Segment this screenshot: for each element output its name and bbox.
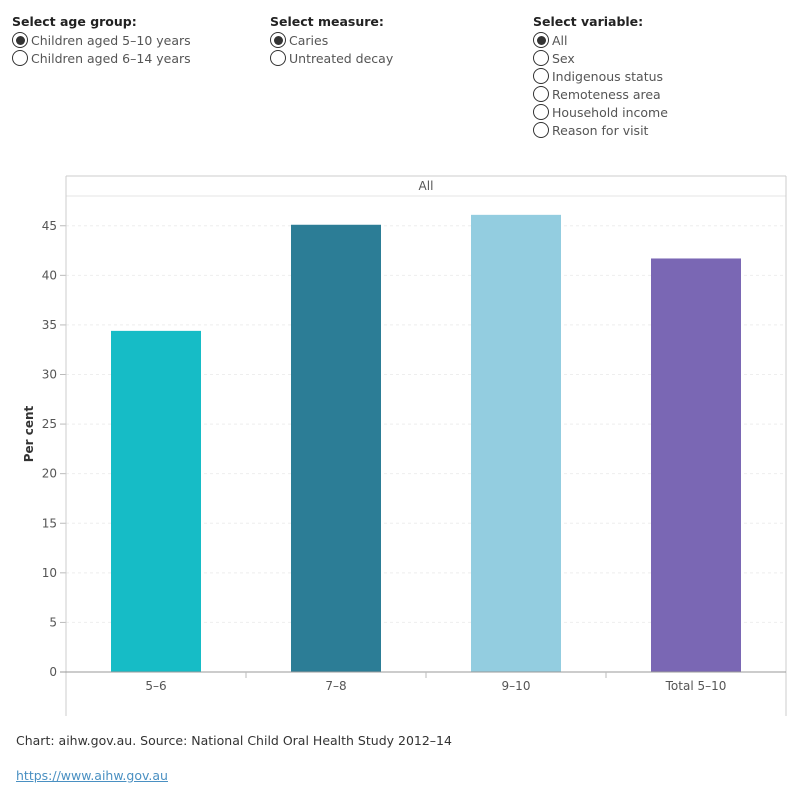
variable-option-label: All [552,32,568,48]
age-group-title: Select age group: [12,14,137,29]
measure-option-caries[interactable]: Caries [270,31,393,49]
measure-option-label: Caries [289,32,329,48]
variable-option-household-income[interactable]: Household income [533,103,668,121]
panel-title: All [419,179,434,193]
x-tick-label: 5–6 [145,679,166,693]
variable-option-reason-for-visit[interactable]: Reason for visit [533,121,668,139]
variable-option-label: Remoteness area [552,86,661,102]
y-tick-label: 40 [42,268,57,282]
bar [111,330,201,672]
y-tick-label: 0 [49,665,57,679]
bar [471,214,561,672]
y-tick-label: 15 [42,516,57,530]
radio-icon[interactable] [12,50,28,66]
radio-icon[interactable] [270,50,286,66]
variable-option-sex[interactable]: Sex [533,49,668,67]
radio-icon[interactable] [533,86,549,102]
y-tick-label: 45 [42,219,57,233]
x-tick-label: 9–10 [502,679,531,693]
measure-option-label: Untreated decay [289,50,394,66]
age-group-option-label: Children aged 5–10 years [31,32,191,48]
bar-chart: All 0 5 10 15 20 25 30 35 40 45 Per cent 5–6 7–8 9–10 T… [22,175,787,716]
variable-option-remoteness-area[interactable]: Remoteness area [533,85,668,103]
variable-option-label: Household income [552,104,668,120]
variable-option-label: Sex [552,50,575,66]
variable-option-all[interactable]: All [533,31,668,49]
age-group-control: Select age group: Children aged 5–10 yea… [12,13,191,67]
radio-icon[interactable] [533,122,549,138]
chart-source-note: Chart: aihw.gov.au. Source: National Chi… [16,733,452,748]
radio-icon[interactable] [533,104,549,120]
variable-title: Select variable: [533,14,644,29]
bar [651,258,741,672]
y-tick-label: 20 [42,467,57,481]
y-tick-label: 25 [42,417,57,431]
variable-control: Select variable: All Sex Indigenous stat… [533,13,668,139]
variable-option-label: Indigenous status [552,68,664,84]
variable-option-label: Reason for visit [552,122,649,138]
radio-icon[interactable] [533,50,549,66]
y-tick-label: 30 [42,368,57,382]
y-tick-label: 5 [49,615,57,629]
y-tick-label: 35 [42,318,57,332]
measure-control: Select measure: Caries Untreated decay [270,13,393,67]
y-axis-label: Per cent [22,405,36,462]
x-tick-label: Total 5–10 [665,679,727,693]
bar [291,224,381,672]
age-group-option-5-10[interactable]: Children aged 5–10 years [12,31,191,49]
age-group-option-label: Children aged 6–14 years [31,50,191,66]
measure-title: Select measure: [270,14,384,29]
radio-selected-icon[interactable] [270,32,286,48]
radio-selected-icon[interactable] [12,32,28,48]
x-tick-label: 7–8 [325,679,346,693]
radio-selected-icon[interactable] [533,32,549,48]
measure-option-untreated-decay[interactable]: Untreated decay [270,49,393,67]
y-tick-label: 10 [42,566,57,580]
aihw-link[interactable]: https://www.aihw.gov.au [16,768,168,783]
variable-option-indigenous-status[interactable]: Indigenous status [533,67,668,85]
radio-icon[interactable] [533,68,549,84]
age-group-option-6-14[interactable]: Children aged 6–14 years [12,49,191,67]
